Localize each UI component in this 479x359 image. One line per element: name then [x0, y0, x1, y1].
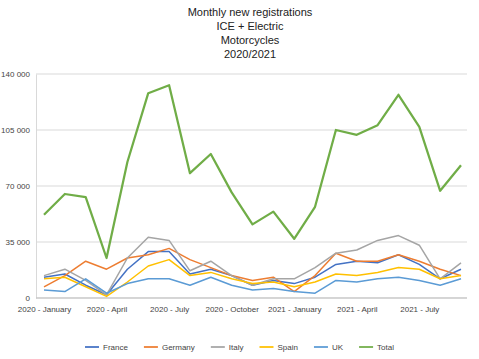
- legend-label: France: [103, 343, 128, 352]
- y-tick: 140 000: [1, 70, 36, 79]
- x-tick: 2020 - July: [150, 298, 189, 314]
- legend-label: Total: [377, 343, 394, 352]
- legend-swatch: [211, 346, 225, 348]
- legend-item: Italy: [211, 343, 244, 352]
- y-tick-label: 35 000: [6, 238, 31, 247]
- x-tick-label: 2021 - April: [337, 305, 378, 314]
- title-line: ICE + Electric: [217, 20, 284, 32]
- legend-swatch: [144, 346, 158, 348]
- y-tick: 35 000: [6, 238, 36, 247]
- y-axis: 0 35 000 70 000 105 000 140 000: [1, 70, 36, 303]
- title-line: Motorcycles: [221, 34, 280, 46]
- x-tick: 2021 - July: [400, 298, 439, 314]
- y-tick-label: 70 000: [6, 182, 31, 191]
- series-line: [44, 85, 461, 258]
- legend: France Germany Italy Spain UK Total: [85, 343, 394, 352]
- grid-line: [36, 74, 467, 75]
- y-tick: 70 000: [6, 182, 36, 191]
- x-tick-label: 2020 - October: [205, 305, 259, 314]
- x-tick-label: 2020 - April: [87, 305, 128, 314]
- grid-line: [36, 130, 467, 131]
- legend-label: Italy: [229, 343, 244, 352]
- legend-swatch: [314, 346, 328, 348]
- legend-swatch: [259, 346, 273, 348]
- legend-label: Germany: [162, 343, 195, 352]
- y-tick-label: 140 000: [1, 70, 30, 79]
- title-line: 2020/2021: [224, 48, 276, 60]
- legend-item: Spain: [259, 343, 297, 352]
- x-tick-label: 2021 - July: [400, 305, 439, 314]
- y-axis-line: [36, 75, 37, 299]
- series-line: [44, 236, 461, 295]
- y-tick: 0: [26, 294, 36, 303]
- legend-swatch: [359, 346, 373, 348]
- x-tick: 2020 - April: [87, 298, 128, 314]
- legend-item: France: [85, 343, 128, 352]
- legend-item: Germany: [144, 343, 195, 352]
- x-tick-label: 2020 - January: [18, 305, 71, 314]
- legend-label: UK: [332, 343, 344, 352]
- series-line: [44, 277, 461, 293]
- x-tick: 2020 - January: [18, 298, 71, 314]
- x-tick: 2021 - January: [268, 298, 321, 314]
- chart: Monthly new registrations ICE + Electric M…: [0, 0, 479, 359]
- title: Monthly new registrations ICE + Electric M…: [188, 6, 313, 60]
- legend-label: Spain: [277, 343, 297, 352]
- x-axis: 2020 - January 2020 - April 2020 - July 202…: [18, 298, 467, 314]
- title-line: Monthly new registrations: [188, 6, 313, 18]
- legend-swatch: [85, 346, 99, 348]
- series-line: [44, 260, 461, 297]
- y-tick-label: 0: [26, 294, 31, 303]
- legend-item: Total: [359, 343, 394, 352]
- x-tick: 2021 - April: [337, 298, 378, 314]
- grid-line: [36, 298, 467, 299]
- grid-line: [36, 186, 467, 187]
- lines: [44, 85, 461, 296]
- x-tick: 2020 - October: [205, 298, 259, 314]
- y-tick: 105 000: [1, 126, 36, 135]
- y-tick-label: 105 000: [1, 126, 30, 135]
- legend-item: UK: [314, 343, 344, 352]
- grid: [36, 74, 467, 298]
- x-tick-label: 2020 - July: [150, 305, 189, 314]
- x-axis-line: [36, 298, 467, 299]
- x-tick-label: 2021 - January: [268, 305, 321, 314]
